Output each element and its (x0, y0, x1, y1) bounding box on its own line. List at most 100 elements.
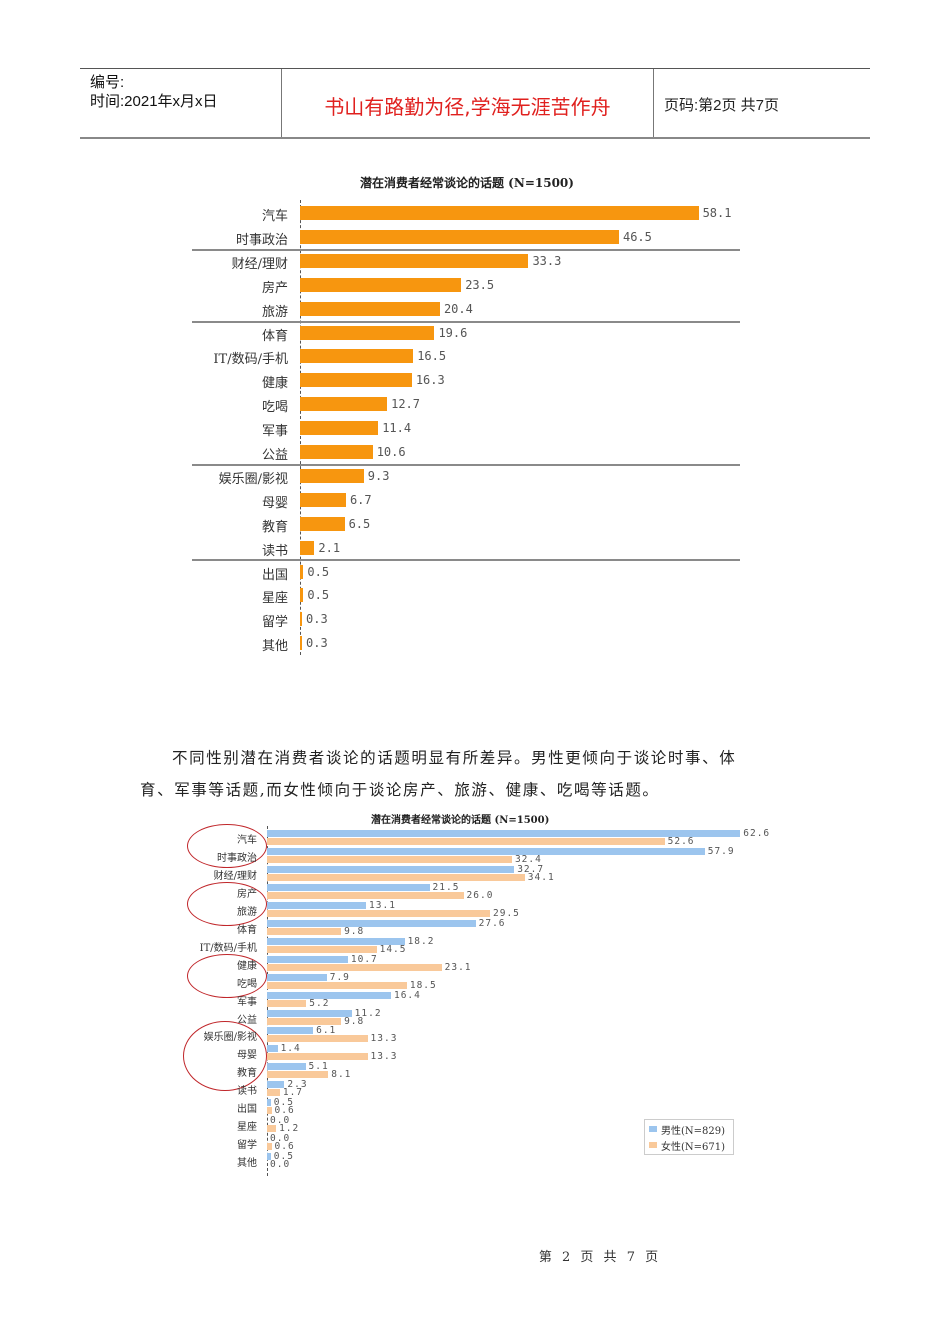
category-label: 读书 (261, 543, 288, 559)
bar (300, 445, 373, 459)
category-label: 军事 (261, 424, 288, 440)
category-label: 旅游 (237, 906, 257, 918)
header-meta-cell: 编号: 时间:2021年x月x日 (80, 69, 282, 137)
value-label: 13.3 (370, 1051, 398, 1063)
value-label: 52.6 (667, 836, 695, 847)
annotation-circle (187, 824, 267, 868)
value-label: 6.1 (316, 1025, 337, 1037)
value-label: 33.3 (532, 253, 562, 268)
value-label: 1.2 (279, 1123, 300, 1135)
bar (300, 588, 304, 603)
bar-male (267, 847, 705, 855)
category-label: 出国 (237, 1104, 257, 1116)
bar (300, 301, 440, 316)
category-label: 体育 (237, 924, 257, 936)
value-label: 46.5 (622, 229, 652, 244)
bar-female (267, 1107, 272, 1115)
value-label: 12.7 (391, 397, 421, 412)
bar-female (267, 1053, 368, 1061)
bar-male (267, 973, 327, 981)
value-label: 0.5 (273, 1097, 294, 1109)
value-label: 16.4 (393, 989, 421, 1001)
chart-legend: 男性(N=829) 女性(N=671) (644, 1119, 734, 1155)
category-label: 娱乐圈/影视 (218, 471, 288, 487)
header-page-info: 页码:第2页 共7页 (664, 96, 780, 114)
bar-female (267, 1125, 277, 1133)
value-label: 26.0 (466, 889, 494, 901)
category-label: 读书 (237, 1086, 257, 1098)
bar-female (267, 963, 442, 971)
category-label: 吃喝 (261, 400, 288, 416)
bar (300, 612, 303, 627)
category-label: 汽车 (237, 835, 257, 846)
category-label: IT/数码/手机 (199, 942, 257, 954)
annotation-circle (187, 882, 267, 926)
legend-label: 女性(N=671) (661, 1141, 726, 1153)
value-label: 0.0 (270, 1159, 291, 1171)
category-label: 留学 (261, 615, 288, 631)
value-label: 19.6 (438, 325, 468, 340)
bar-female (267, 909, 491, 917)
group-separator (192, 249, 740, 251)
value-label: 32.7 (517, 863, 545, 875)
value-label: 9.8 (344, 925, 365, 937)
value-label: 27.6 (478, 917, 506, 929)
category-label: 出国 (261, 567, 288, 583)
value-label: 1.4 (280, 1043, 301, 1055)
bar-female (267, 855, 512, 863)
page-footer: 第 2 页 共 7 页 (538, 1250, 662, 1265)
bar-male (267, 1063, 306, 1071)
paragraph-line-2: 育、军事等话题,而女性倾向于谈论房产、旅游、健康、吃喝等话题。 (140, 781, 660, 799)
value-label: 23.5 (465, 277, 495, 292)
value-label: 6.5 (348, 516, 371, 531)
value-label: 10.7 (350, 953, 378, 965)
value-label: 16.5 (417, 349, 447, 364)
bar-male (267, 1099, 271, 1107)
value-label: 18.5 (409, 979, 437, 991)
bar (300, 397, 388, 412)
bar-female (267, 1089, 280, 1097)
legend-item-male: 男性(N=829) (649, 1122, 733, 1137)
bar-female (267, 999, 307, 1007)
value-label: 13.3 (370, 1033, 398, 1045)
value-label: 5.2 (309, 997, 330, 1009)
value-label: 14.5 (379, 943, 407, 955)
bar-male (267, 883, 430, 891)
legend-label: 男性(N=829) (661, 1125, 726, 1137)
category-label: 教育 (237, 1068, 257, 1080)
category-label: 军事 (237, 996, 257, 1008)
value-label: 62.6 (743, 828, 771, 839)
bar-female (267, 1071, 329, 1079)
bar (300, 277, 462, 292)
category-label: 教育 (261, 519, 288, 535)
category-label: 汽车 (261, 209, 288, 224)
document-header: 编号: 时间:2021年x月x日 书山有路勤为径,学海无涯苦作舟 页码:第2页 … (80, 68, 870, 139)
bar-female (267, 1035, 368, 1043)
bar-male (267, 1009, 352, 1017)
value-label: 11.2 (354, 1007, 382, 1019)
value-label: 6.7 (349, 492, 372, 507)
bar (300, 516, 345, 531)
value-label: 58.1 (702, 206, 732, 220)
category-label: 公益 (261, 448, 288, 463)
category-label: 其他 (237, 1158, 257, 1170)
bar-female (267, 873, 525, 881)
category-label: 星座 (261, 591, 288, 607)
bar (300, 253, 529, 268)
value-label: 20.4 (443, 301, 473, 316)
bar-male (267, 955, 348, 963)
bar (300, 349, 414, 364)
legend-item-female: 女性(N=671) (649, 1138, 733, 1153)
header-motto: 书山有路勤为径,学海无涯苦作舟 (282, 69, 654, 137)
value-label: 0.6 (274, 1105, 295, 1117)
value-label: 0.5 (307, 588, 330, 603)
value-label: 9.8 (344, 1015, 365, 1027)
bar-male (267, 919, 476, 927)
value-label: 0.5 (273, 1151, 294, 1163)
category-label: 财经/理财 (213, 870, 257, 882)
value-label: 0.3 (306, 612, 328, 627)
group-separator (192, 321, 740, 323)
bar (300, 564, 304, 579)
bar-female (267, 838, 665, 845)
value-label: 21.5 (432, 881, 460, 893)
